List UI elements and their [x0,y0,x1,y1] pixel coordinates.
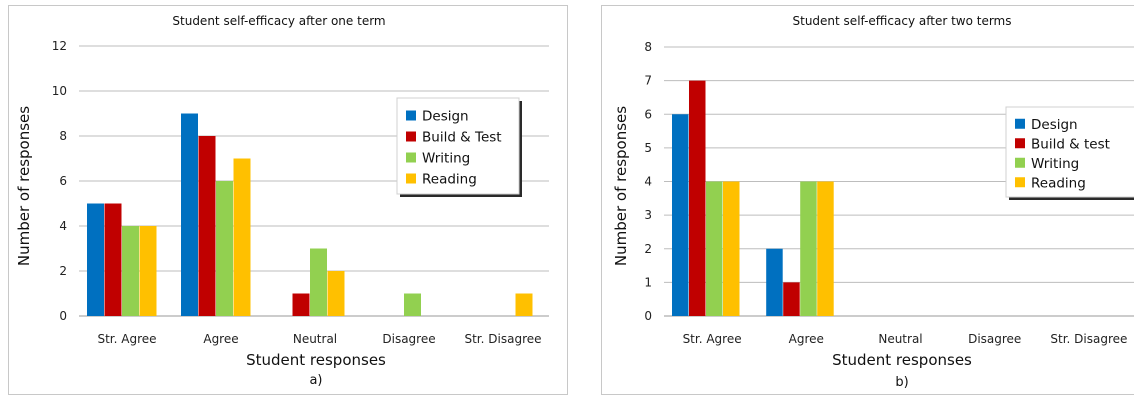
chart-b-legend-label: Writing [1031,156,1079,172]
chart-b-y-tick-label: 0 [644,309,652,323]
chart-b-y-tick-label: 1 [644,275,652,289]
chart-a-y-ticks: 0 2 4 6 8 10 12 [52,39,67,323]
chart-b-bar-build-test-1 [783,282,800,316]
chart-b-y-tick-label: 4 [644,175,652,189]
chart-b-x-axis-title: Student responses [832,351,972,369]
chart-b-legend-swatch [1015,157,1025,168]
chart-a-bar-writing-0 [122,226,139,316]
chart-b-legend-swatch [1015,177,1025,188]
chart-b-legend-swatch [1015,138,1025,149]
chart-a-bars [87,113,533,316]
chart-b-bar-build-test-0 [689,80,706,316]
chart-panel-b: Student self-efficacy after two terms 0 1… [601,5,1134,395]
chart-a-x-tick-label: Neutral [293,332,337,346]
chart-b-title: Student self-efficacy after two terms [793,14,1012,28]
chart-b-bar-reading-0 [723,181,740,316]
chart-a-bar-writing-3 [404,293,421,316]
chart-a-x-ticks: Str. Agree Agree Neutral Disagree Str. Disag… [97,332,541,346]
chart-a-bar-build-test-2 [292,293,310,316]
chart-a-bar-design-1 [181,113,198,316]
chart-b-x-tick-label: Str. Agree [683,332,742,346]
chart-b-y-tick-label: 8 [644,40,652,54]
chart-b-y-tick-label: 6 [644,107,652,121]
chart-a-y-tick-label: 4 [59,219,67,233]
chart-b-x-tick-label: Disagree [968,332,1021,346]
chart-a-y-tick-label: 0 [59,309,67,323]
chart-a-legend-swatch [406,110,416,121]
chart-a-y-tick-label: 12 [52,39,67,53]
chart-a-x-tick-label: Str. Disagree [464,332,541,346]
chart-a-bar-reading-2 [327,271,345,316]
chart-b-legend-label: Reading [1031,175,1086,191]
chart-a-legend: Design Build & Test Writing Reading [396,97,522,197]
chart-b-x-ticks: Str. Agree Agree Neutral Disagree Str. Disag… [683,332,1128,346]
chart-a-bar-writing-2 [310,248,327,316]
chart-b-legend: Design Build & test Writing Reading [1005,106,1134,200]
chart-a-y-tick-label: 8 [59,129,67,143]
chart-b-y-tick-label: 3 [644,208,652,222]
chart-b-legend-label: Design [1031,117,1078,133]
chart-a-bar-writing-1 [216,181,233,316]
chart-a-y-tick-label: 2 [59,264,67,278]
chart-b-bar-writing-0 [706,181,723,316]
chart-a-bar-design-0 [87,203,104,316]
chart-a-bar-build-test-0 [104,203,122,316]
chart-a-bar-reading-0 [139,226,157,316]
chart-b-bars [672,80,834,316]
chart-b-x-tick-label: Agree [789,332,824,346]
chart-a-bar-build-test-1 [198,136,216,316]
chart-a-bar-reading-4 [515,293,533,316]
chart-a-grid [79,45,549,317]
chart-b-panel-label: b) [895,375,908,390]
chart-a-legend-label: Reading [422,172,477,188]
chart-b-y-tick-label: 5 [644,141,652,155]
chart-a-panel-label: a) [309,373,322,388]
chart-a-x-axis-title: Student responses [246,351,386,369]
chart-b-y-tick-label: 7 [644,74,652,88]
chart-b-x-tick-label: Neutral [878,332,922,346]
chart-b-bar-design-0 [672,114,689,316]
chart-b-y-tick-label: 2 [644,242,652,256]
chart-a-x-tick-label: Agree [203,332,238,346]
chart-b-y-axis-title: Number of responses [612,106,630,266]
chart-a-x-tick-label: Disagree [382,332,435,346]
chart-b-svg: Student self-efficacy after two terms 0 1… [612,14,1134,390]
chart-a-legend-swatch [406,131,416,142]
chart-a-legend-swatch [406,152,416,163]
chart-b-bar-reading-1 [817,181,834,316]
chart-a-y-tick-label: 10 [52,84,67,98]
chart-b-bar-writing-1 [800,181,817,316]
chart-a-legend-swatch [406,173,416,184]
chart-a-bar-reading-1 [233,158,251,316]
chart-a-legend-label: Design [422,109,469,125]
chart-a-x-tick-label: Str. Agree [97,332,156,346]
chart-a-y-tick-label: 6 [59,174,67,188]
chart-b-bar-design-1 [766,248,783,316]
chart-b-legend-box [1005,106,1134,198]
chart-a-legend-box [396,97,520,195]
chart-b-legend-swatch [1015,118,1025,129]
chart-panel-a: Student self-efficacy after one term 0 2 4… [8,5,568,395]
chart-a-legend-label: Build & Test [422,130,502,146]
chart-a-title: Student self-efficacy after one term [172,14,385,28]
chart-b-y-ticks: 0 1 2 3 4 5 6 7 8 [644,40,652,323]
chart-a-legend-label: Writing [422,151,470,167]
chart-a-y-axis-title: Number of responses [15,106,33,266]
chart-a-svg: Student self-efficacy after one term 0 2 4… [15,14,549,388]
chart-b-legend-label: Build & test [1031,136,1110,152]
chart-b-x-tick-label: Str. Disagree [1050,332,1127,346]
